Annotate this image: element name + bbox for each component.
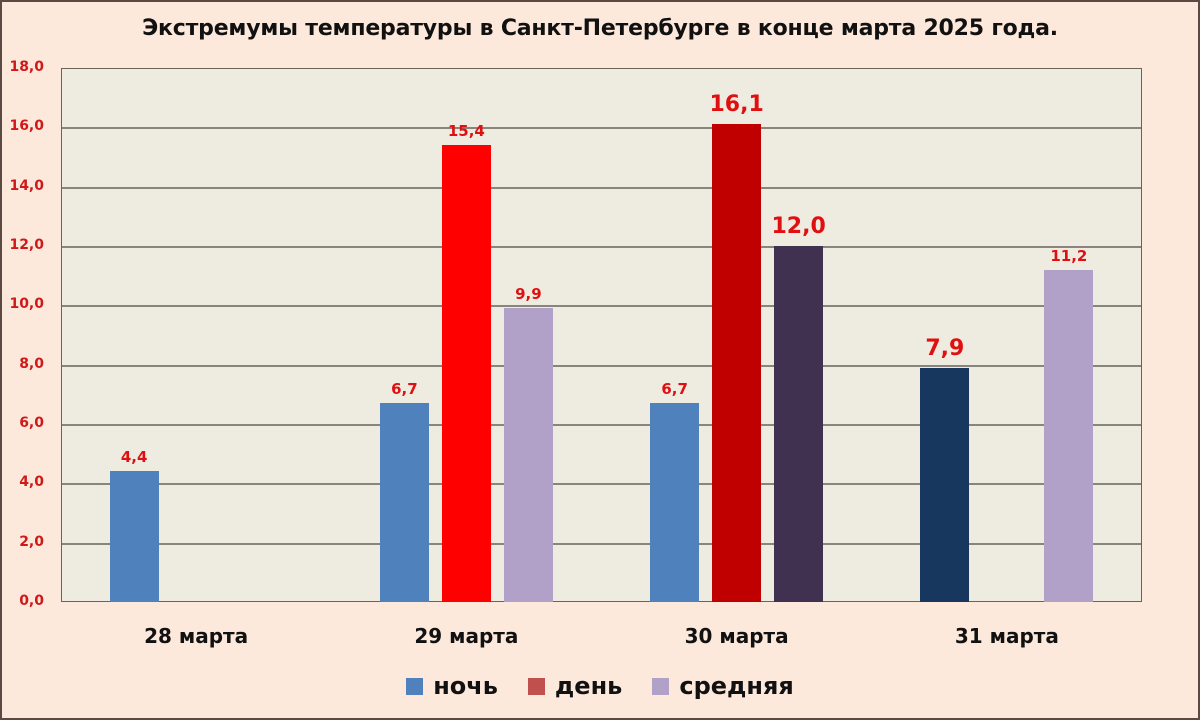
gridline (62, 305, 1141, 308)
y-tick-label: 12,0 (9, 237, 44, 253)
bar (774, 246, 824, 602)
bar (712, 124, 762, 602)
y-tick-label: 10,0 (9, 296, 44, 313)
gridline (62, 127, 1141, 130)
bar (379, 403, 429, 602)
gridline (62, 542, 1141, 545)
y-tick-label: 6,0 (19, 415, 44, 431)
gridline (62, 483, 1141, 486)
legend-swatch-icon (406, 677, 424, 695)
x-tick-label: 29 марта (414, 624, 519, 648)
bar-value-label: 6,7 (661, 380, 688, 399)
bar-value-label: 6,7 (391, 380, 418, 399)
gridline (62, 424, 1141, 426)
chart-title: Экстремумы температуры в Санкт-Петербург… (142, 16, 1058, 41)
gridline (62, 246, 1141, 248)
bar-value-label: 16,1 (709, 92, 764, 118)
y-tick-label: 2,0 (19, 533, 44, 550)
legend-label: день (554, 672, 623, 700)
bar-value-label: 7,9 (925, 335, 965, 361)
y-tick-label: 18,0 (9, 59, 44, 75)
x-tick-label: 31 марта (954, 624, 1059, 648)
y-tick-label: 16,0 (9, 118, 44, 135)
legend: ночь день средняя (0, 672, 1200, 700)
y-tick-label: 8,0 (19, 355, 44, 372)
gridline (62, 364, 1141, 367)
bar (920, 367, 970, 602)
bar-value-label: 9,9 (515, 285, 542, 304)
bar (1044, 269, 1094, 602)
bar (441, 145, 491, 602)
y-tick-label: 14,0 (9, 177, 44, 194)
bar-value-label: 15,4 (447, 122, 485, 141)
bar (650, 403, 700, 602)
bar (503, 308, 553, 602)
bar (109, 471, 159, 602)
bar-value-label: 11,2 (1050, 246, 1088, 265)
x-tick-label: 30 марта (684, 624, 789, 648)
legend-swatch-icon (527, 677, 545, 695)
legend-item: средняя (652, 672, 794, 700)
bar-value-label: 4,4 (120, 448, 148, 467)
legend-item: день (527, 672, 623, 700)
gridline (62, 186, 1141, 189)
x-tick-label: 28 марта (144, 624, 249, 648)
y-tick-label: 0,0 (19, 593, 44, 609)
legend-item: ночь (406, 672, 498, 700)
y-tick-label: 4,0 (19, 474, 44, 491)
legend-swatch-icon (652, 677, 670, 695)
legend-label: средняя (679, 672, 794, 700)
legend-label: ночь (433, 672, 498, 700)
bar-value-label: 12,0 (771, 214, 826, 239)
